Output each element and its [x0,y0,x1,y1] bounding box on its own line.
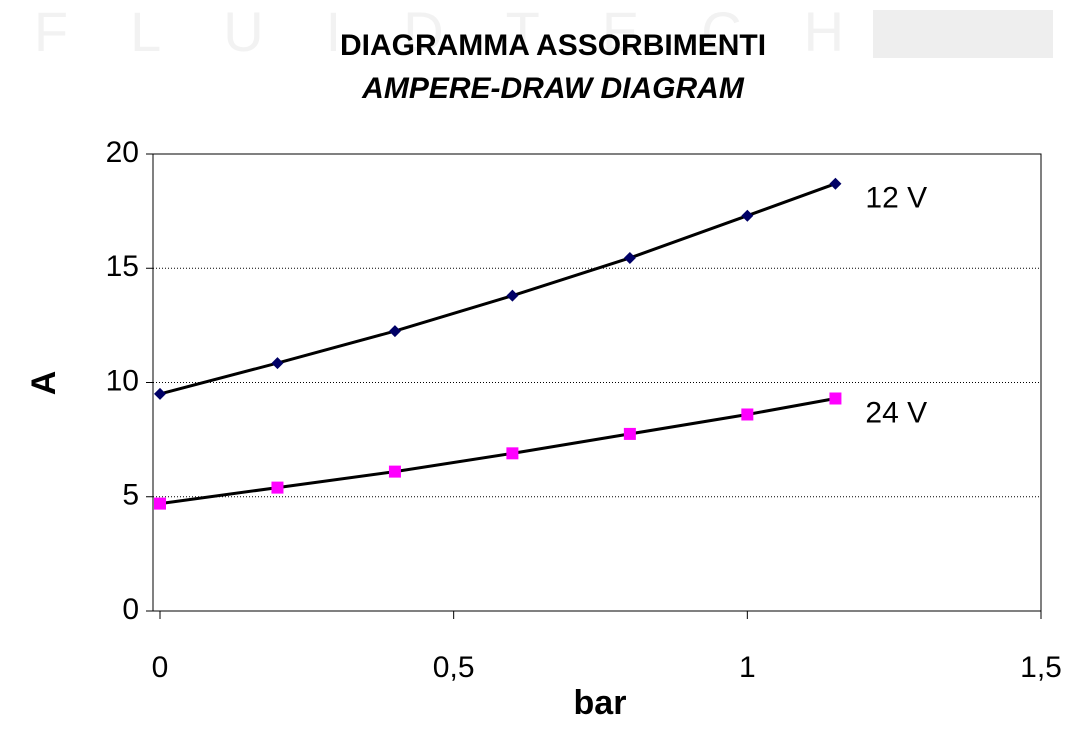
series-line [159,397,836,506]
marker [271,357,284,370]
x-tick-label: 1 [739,651,756,684]
plot-frame [152,153,1042,612]
x-tick-label: 0 [152,651,169,684]
x-tick-label: 1,5 [1020,651,1062,684]
series-label: 12 V [865,182,927,215]
y-axis-label: A [25,371,63,396]
marker [829,177,842,190]
x-tick-label: 0,5 [433,651,475,684]
marker [271,481,284,494]
y-tick-label: 0 [122,593,139,626]
marker [623,427,636,440]
marker [506,289,519,302]
marker [506,447,519,460]
y-tick-label: 15 [106,250,139,283]
y-tick-label: 20 [106,136,139,169]
marker [388,325,401,338]
series-line [159,182,836,396]
chart-subtitle: AMPERE-DRAW DIAGRAM [361,72,745,105]
watermark-block [873,10,1053,58]
marker [623,251,636,264]
y-tick-label: 5 [122,479,139,512]
watermark: FLUIDTECH [34,0,906,63]
y-tick-label: 10 [106,364,139,397]
x-axis-label: bar [574,684,627,722]
chart-title: DIAGRAMMA ASSORBIMENTI [340,29,766,62]
marker [829,392,842,405]
marker [154,497,166,510]
marker [388,465,401,478]
marker [154,387,166,400]
marker [741,209,754,222]
series-label: 24 V [865,396,927,429]
marker [741,408,754,421]
